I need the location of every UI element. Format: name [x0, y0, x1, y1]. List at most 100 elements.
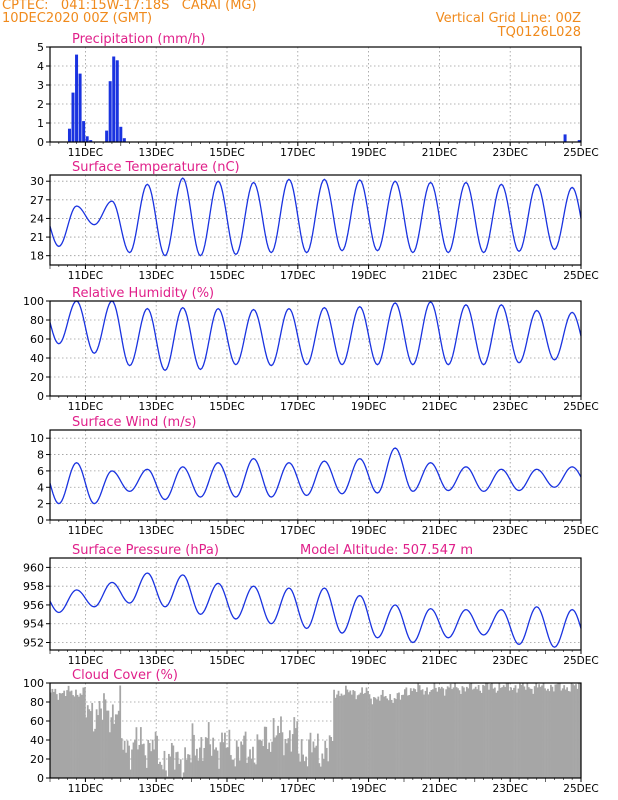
cloud-column — [510, 687, 512, 778]
cloud-column — [412, 688, 415, 778]
cloud-column — [347, 692, 350, 778]
cloud-column — [437, 687, 440, 778]
cloud-column — [560, 690, 563, 778]
cloud-column — [277, 725, 279, 778]
cloud-column — [495, 692, 498, 778]
cloud-column — [190, 762, 192, 778]
precip-bar — [563, 134, 567, 142]
x-tick-label: 13DEC — [138, 147, 173, 159]
x-tick-label: 15DEC — [209, 655, 244, 667]
cloud-column — [430, 689, 433, 778]
cloud-column — [213, 749, 216, 778]
cloud-column — [128, 745, 130, 778]
x-tick-label: 25DEC — [563, 401, 598, 413]
cloud-column — [210, 755, 213, 778]
cloud-column — [401, 695, 403, 778]
precip-bar — [75, 54, 79, 142]
cloud-column — [359, 692, 362, 778]
cloud-column — [246, 762, 248, 778]
cloud-column — [386, 698, 389, 778]
header-grid-note: Vertical Grid Line: 00Z — [435, 11, 581, 26]
cloud-column — [291, 734, 294, 778]
cloud-column — [418, 685, 421, 778]
cloud-column — [514, 685, 517, 778]
cloud-column — [558, 683, 561, 778]
cloud-column — [458, 690, 461, 778]
cloud-column — [355, 699, 358, 778]
cloud-column — [358, 694, 361, 778]
cloud-column — [415, 691, 418, 778]
cloud-column — [306, 766, 309, 778]
cloud-column — [417, 683, 420, 778]
cloud-column — [576, 688, 579, 778]
precip-bar — [112, 56, 116, 142]
cloud-column — [448, 687, 451, 778]
cloud-column — [302, 754, 304, 778]
cloud-column — [125, 752, 127, 778]
cloud-column — [139, 727, 142, 778]
x-tick-label: 13DEC — [138, 270, 173, 282]
cloud-column — [532, 693, 535, 778]
cloud-column — [269, 751, 272, 778]
cloud-column — [352, 690, 355, 778]
precip-bar — [82, 121, 86, 142]
cloud-column — [303, 761, 306, 778]
cloud-column — [160, 764, 163, 778]
cloud-column — [224, 732, 226, 778]
cloud-column — [241, 744, 244, 778]
cloud-column — [513, 687, 515, 778]
cloud-column — [520, 684, 523, 778]
cloud-column — [132, 742, 135, 778]
cloud-column — [184, 747, 186, 778]
cloud-column — [445, 689, 448, 778]
cloud-column — [92, 731, 95, 778]
x-tick-label: 23DEC — [492, 401, 527, 413]
cloud-column — [433, 683, 436, 778]
precip-bar — [119, 126, 123, 142]
precip-bar — [67, 128, 71, 142]
x-tick-label: 19DEC — [351, 147, 386, 159]
cloud-column — [73, 696, 76, 778]
cloud-column — [88, 709, 91, 778]
cloud-column — [569, 691, 571, 778]
cloud-column — [491, 683, 493, 778]
cloud-column — [222, 742, 225, 778]
cloud-column — [350, 694, 353, 778]
cloud-column — [69, 691, 71, 778]
cloud-column — [439, 688, 442, 778]
cloud-column — [148, 742, 151, 778]
cloud-column — [443, 695, 446, 778]
x-tick-label: 19DEC — [351, 401, 386, 413]
cloud-column — [243, 735, 245, 778]
cloud-column — [300, 739, 303, 778]
cloud-column — [60, 693, 63, 778]
y-tick-label: 0 — [37, 772, 44, 785]
cloud-column — [185, 759, 188, 778]
cloud-column — [362, 693, 365, 778]
cloud-column — [250, 758, 253, 778]
cloud-column — [309, 732, 312, 778]
cloud-column — [524, 689, 527, 778]
cloud-column — [82, 687, 85, 778]
cloud-column — [209, 744, 212, 778]
cloud-column — [106, 710, 108, 778]
cloud-column — [228, 729, 231, 778]
cloud-column — [539, 686, 542, 778]
cloud-column — [499, 687, 502, 778]
x-tick-label: 25DEC — [563, 147, 598, 159]
cloud-column — [529, 688, 532, 778]
header-date-line: 10DEC2020 00Z (GMT) — [2, 11, 153, 26]
cloud-column — [551, 686, 554, 778]
y-tick-label: 2 — [37, 98, 44, 111]
cloud-column — [191, 723, 194, 778]
y-tick-label: 100 — [23, 677, 44, 690]
cloud-column — [346, 689, 349, 778]
y-tick-label: 958 — [23, 580, 44, 593]
cloud-column — [113, 723, 116, 778]
cloud-column — [290, 751, 293, 778]
panel-border — [49, 682, 582, 779]
cloud-column — [442, 688, 445, 778]
cloud-column — [116, 714, 119, 778]
cloud-column — [86, 705, 89, 778]
cloud-column — [266, 748, 269, 778]
